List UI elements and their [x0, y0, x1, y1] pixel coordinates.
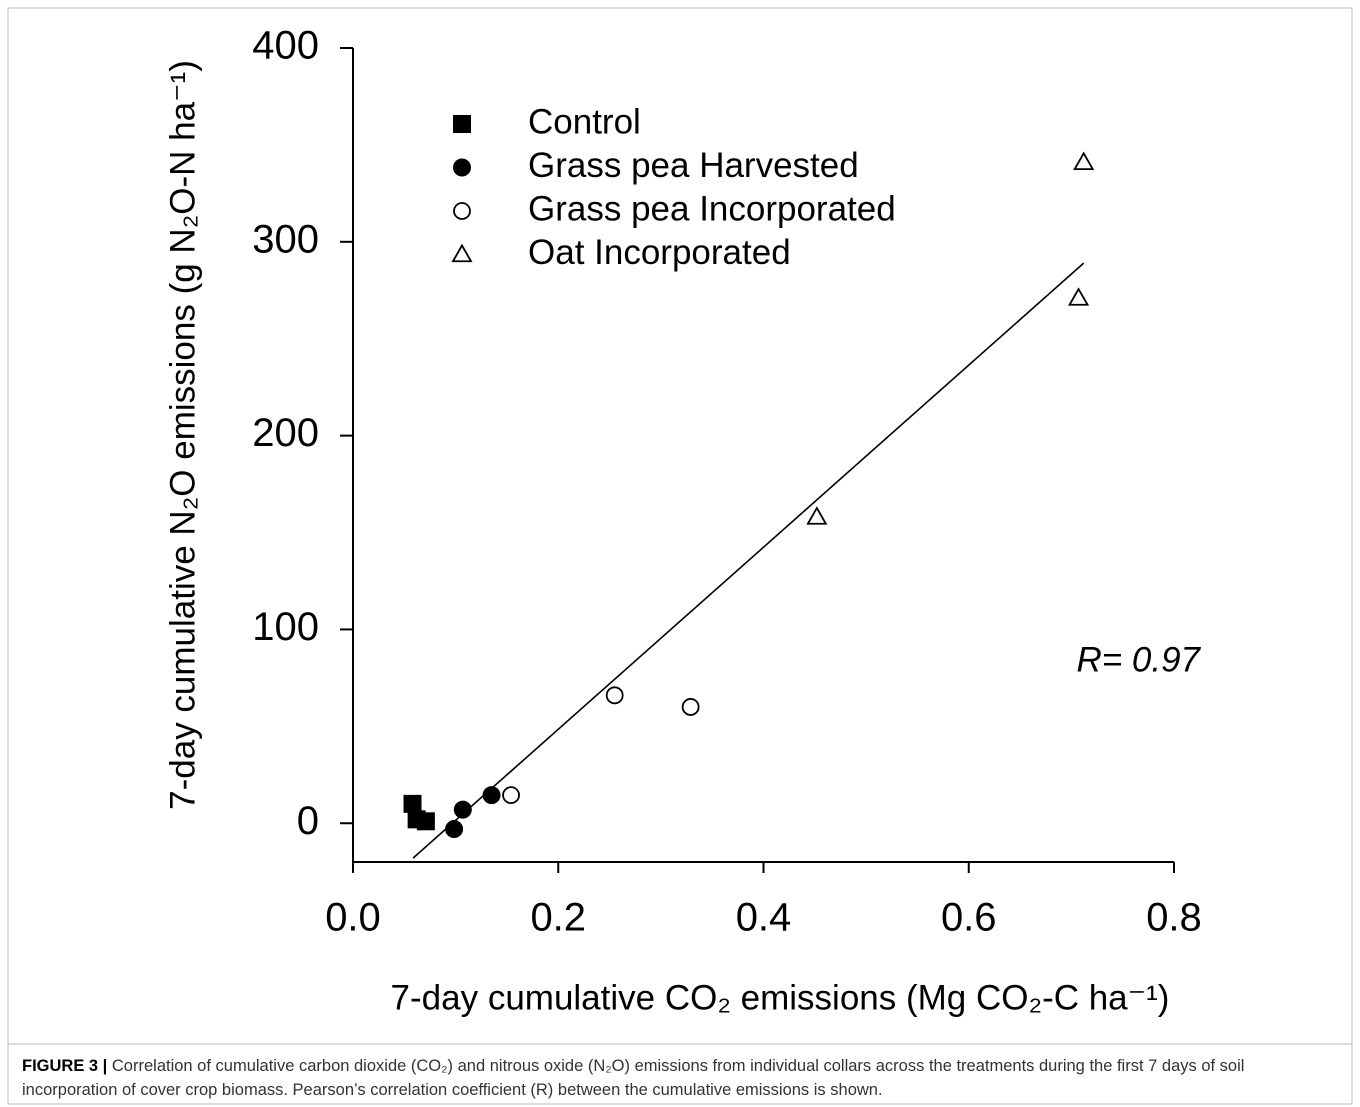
- x-tick-label: 0.2: [530, 896, 586, 940]
- x-tick-label: 0.6: [941, 896, 997, 940]
- fit-line: [412, 262, 1085, 859]
- caption-text: Correlation of cumulative carbon dioxide…: [22, 1057, 1245, 1099]
- point: [482, 786, 501, 805]
- point: [453, 800, 472, 819]
- legend-label: Control: [528, 102, 641, 141]
- y-tick-label: 400: [252, 24, 319, 68]
- y-tick-label: 0: [297, 799, 319, 843]
- caption-label: FIGURE 3 |: [22, 1057, 108, 1075]
- legend-marker: [453, 115, 471, 133]
- point: [806, 506, 828, 525]
- legend-label: Grass pea Incorporated: [528, 189, 896, 228]
- legend-label: Grass pea Harvested: [528, 146, 859, 185]
- annotation: R= 0.97: [1076, 640, 1201, 679]
- y-tick-label: 200: [252, 411, 319, 455]
- y-tick-label: 300: [252, 217, 319, 261]
- x-tick-label: 0.0: [325, 896, 381, 940]
- point: [1068, 287, 1090, 306]
- x-axis-label: 7-day cumulative CO₂ emissions (Mg CO₂-C…: [391, 978, 1170, 1017]
- point: [445, 820, 464, 839]
- point: [416, 812, 435, 831]
- point: [403, 794, 422, 813]
- x-tick-label: 0.4: [736, 896, 792, 940]
- legend-marker: [453, 202, 471, 220]
- x-tick-label: 0.8: [1146, 896, 1202, 940]
- legend-label: Oat Incorporated: [528, 233, 791, 272]
- y-tick-label: 100: [252, 605, 319, 649]
- y-axis-label: 7-day cumulative N₂O emissions (g N₂O-N …: [163, 60, 202, 810]
- caption: FIGURE 3 | Correlation of cumulative car…: [22, 1054, 1340, 1102]
- frame: [7, 7, 1353, 1105]
- point: [605, 686, 624, 705]
- legend-marker: [453, 158, 471, 177]
- point: [502, 786, 520, 805]
- legend-marker: [451, 243, 473, 263]
- point: [1073, 151, 1095, 170]
- point: [681, 698, 700, 716]
